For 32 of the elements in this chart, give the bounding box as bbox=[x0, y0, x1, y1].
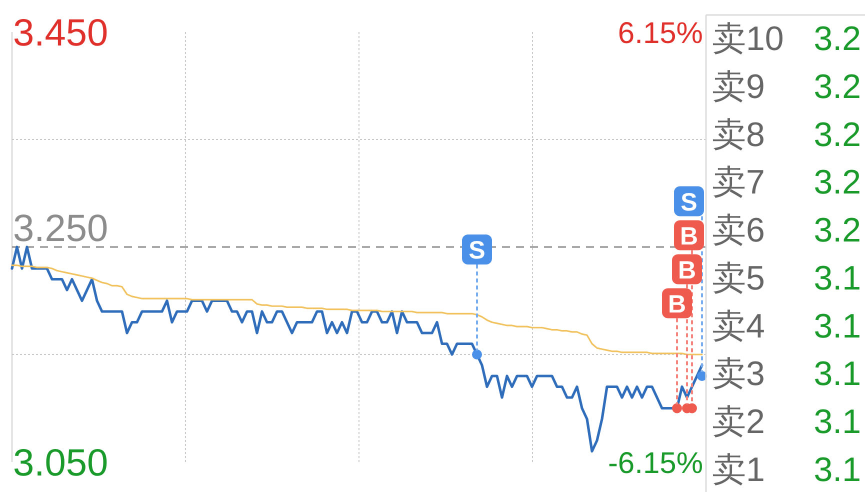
text: 3.2 bbox=[814, 20, 861, 58]
y-tick-label: 3.450 bbox=[13, 12, 108, 55]
category-label: 卖10 bbox=[712, 20, 784, 58]
data-label: S bbox=[468, 236, 486, 264]
point bbox=[472, 350, 482, 360]
category-label: 卖4 bbox=[712, 307, 765, 346]
text: 3.1 bbox=[814, 403, 861, 442]
y2-tick-label: 6.15% bbox=[618, 16, 703, 50]
category-label: 卖7 bbox=[712, 164, 765, 202]
category-label: 卖9 bbox=[712, 68, 765, 106]
text: 3.1 bbox=[814, 259, 861, 298]
ref-line-label: 3.250 bbox=[13, 208, 108, 250]
y2-tick-label: -6.15% bbox=[608, 446, 703, 480]
data-label: B bbox=[680, 222, 698, 250]
category-label: 卖6 bbox=[712, 212, 765, 250]
text: 3.2 bbox=[814, 212, 861, 250]
text: 3.2 bbox=[814, 68, 861, 106]
category-label: 卖8 bbox=[712, 116, 765, 154]
text: 3.1 bbox=[814, 355, 861, 394]
data-label: S bbox=[680, 188, 698, 216]
data-label: B bbox=[678, 256, 696, 284]
category-label: 卖2 bbox=[712, 403, 765, 442]
data-label: B bbox=[668, 290, 686, 318]
text: 3.1 bbox=[814, 307, 861, 346]
category-label: 卖3 bbox=[712, 355, 765, 394]
text: 3.2 bbox=[814, 164, 861, 202]
y-tick-label: 3.050 bbox=[13, 442, 108, 485]
point bbox=[672, 403, 682, 414]
text: 3.2 bbox=[814, 116, 861, 154]
category-label: 卖5 bbox=[712, 259, 765, 298]
category-label: 卖1 bbox=[712, 451, 765, 489]
text: 3.1 bbox=[814, 451, 861, 489]
